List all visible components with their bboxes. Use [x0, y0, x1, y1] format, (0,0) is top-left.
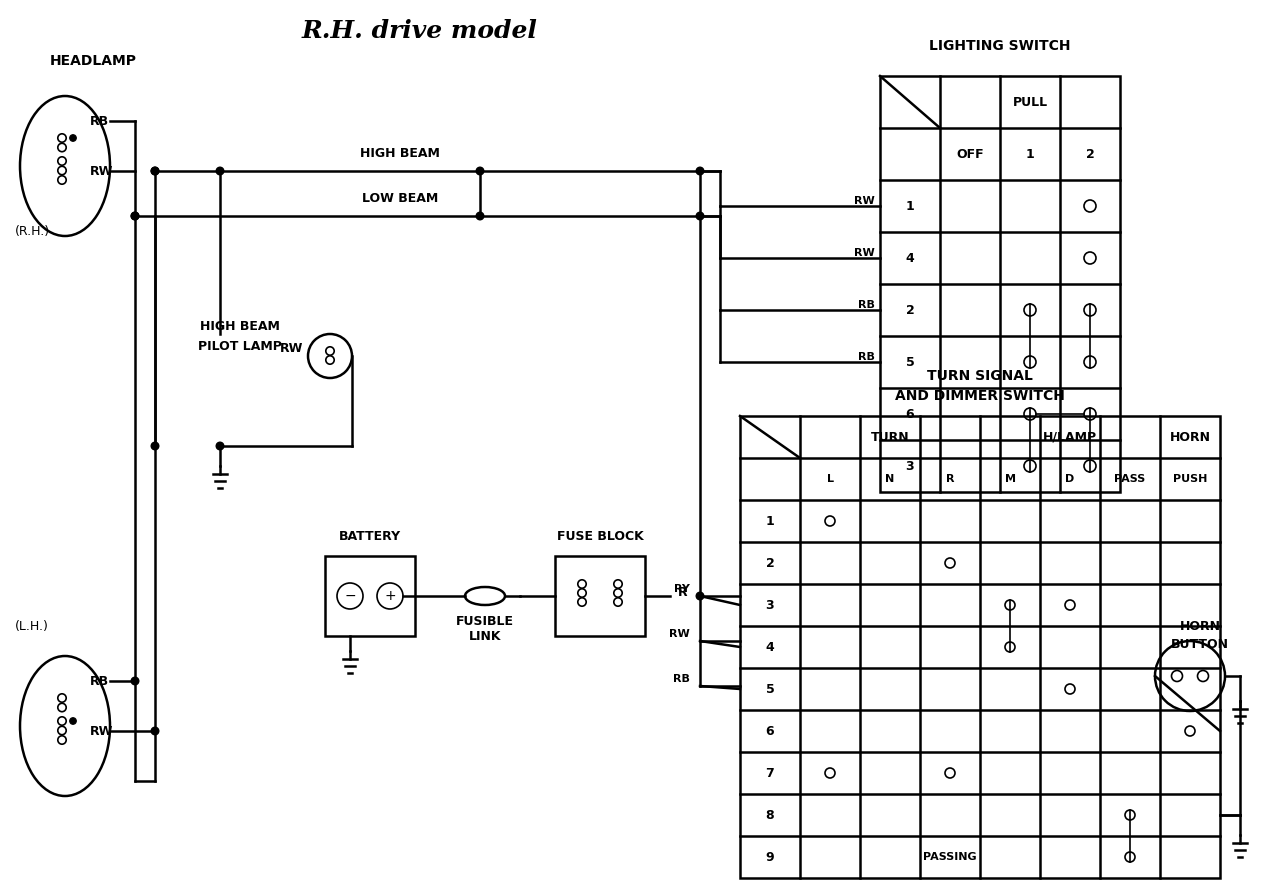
Text: 4: 4	[906, 252, 914, 264]
Text: 1: 1	[1025, 148, 1034, 160]
Text: 6: 6	[765, 725, 774, 737]
Circle shape	[216, 443, 224, 450]
Circle shape	[131, 677, 138, 685]
Text: RB: RB	[90, 675, 109, 687]
Text: L: L	[827, 474, 833, 484]
Text: RB: RB	[858, 300, 876, 310]
Text: PASSING: PASSING	[923, 852, 977, 862]
Text: BUTTON: BUTTON	[1171, 637, 1229, 650]
Circle shape	[151, 443, 159, 450]
Text: −: −	[344, 589, 356, 603]
Text: HORN: HORN	[1179, 619, 1221, 633]
Circle shape	[696, 168, 704, 175]
Text: (L.H.): (L.H.)	[15, 619, 49, 633]
Text: LIGHTING SWITCH: LIGHTING SWITCH	[929, 39, 1071, 53]
Text: RW: RW	[854, 196, 876, 206]
Text: 4: 4	[765, 641, 774, 653]
Text: N: N	[886, 474, 895, 484]
Text: TURN SIGNAL: TURN SIGNAL	[927, 369, 1033, 383]
Text: RW: RW	[279, 341, 303, 355]
Text: 5: 5	[906, 356, 914, 368]
Text: LINK: LINK	[468, 630, 502, 642]
Text: PILOT LAMP: PILOT LAMP	[198, 340, 282, 352]
Bar	[881, 76, 1120, 492]
Text: D: D	[1065, 474, 1075, 484]
Text: RW: RW	[90, 725, 114, 737]
Circle shape	[151, 728, 159, 735]
Text: FUSE BLOCK: FUSE BLOCK	[557, 530, 644, 542]
Circle shape	[131, 212, 138, 220]
Text: RY: RY	[675, 584, 690, 594]
Bar	[740, 416, 1220, 878]
Text: RW: RW	[669, 629, 690, 639]
Text: 6: 6	[906, 408, 914, 420]
Text: AND DIMMER SWITCH: AND DIMMER SWITCH	[895, 389, 1065, 403]
Text: RW: RW	[854, 248, 876, 258]
Text: RB: RB	[673, 674, 690, 684]
Circle shape	[151, 168, 159, 175]
Text: (R.H.): (R.H.)	[15, 225, 50, 237]
Text: HIGH BEAM: HIGH BEAM	[360, 147, 440, 159]
Circle shape	[216, 168, 224, 175]
Text: RB: RB	[858, 352, 876, 362]
Text: FUSIBLE: FUSIBLE	[456, 615, 515, 627]
Circle shape	[70, 718, 77, 724]
Text: 2: 2	[765, 556, 774, 570]
Text: R: R	[946, 474, 955, 484]
Text: H/LAMP: H/LAMP	[1043, 430, 1097, 444]
Text: R: R	[678, 585, 687, 599]
Text: 3: 3	[906, 460, 914, 472]
Text: 1: 1	[765, 514, 774, 528]
Text: 1: 1	[906, 200, 914, 212]
Text: R.H. drive model: R.H. drive model	[302, 19, 538, 43]
Circle shape	[696, 592, 704, 599]
Circle shape	[476, 168, 484, 175]
Text: BATTERY: BATTERY	[339, 530, 401, 542]
Text: PUSH: PUSH	[1172, 474, 1207, 484]
Text: 5: 5	[765, 683, 774, 695]
Text: TURN: TURN	[870, 430, 909, 444]
Text: PASS: PASS	[1115, 474, 1146, 484]
Text: LOW BEAM: LOW BEAM	[362, 192, 438, 204]
Text: PULL: PULL	[1012, 96, 1047, 108]
Bar	[325, 556, 415, 636]
Text: 2: 2	[1085, 148, 1094, 160]
Circle shape	[131, 212, 138, 220]
Text: HORN: HORN	[1170, 430, 1211, 444]
Text: HEADLAMP: HEADLAMP	[50, 54, 137, 68]
Text: HIGH BEAM: HIGH BEAM	[200, 320, 280, 332]
Text: RB: RB	[90, 115, 109, 127]
Circle shape	[696, 212, 704, 220]
Text: RW: RW	[90, 165, 114, 177]
Text: OFF: OFF	[956, 148, 984, 160]
Text: +: +	[384, 589, 396, 603]
Text: 7: 7	[765, 766, 774, 780]
Text: M: M	[1005, 474, 1015, 484]
Text: 2: 2	[906, 304, 914, 316]
Circle shape	[151, 168, 159, 175]
Text: 8: 8	[765, 808, 774, 822]
Circle shape	[70, 134, 77, 142]
Circle shape	[476, 212, 484, 220]
Bar	[556, 556, 645, 636]
Text: 9: 9	[765, 850, 774, 864]
Text: 3: 3	[765, 599, 774, 611]
